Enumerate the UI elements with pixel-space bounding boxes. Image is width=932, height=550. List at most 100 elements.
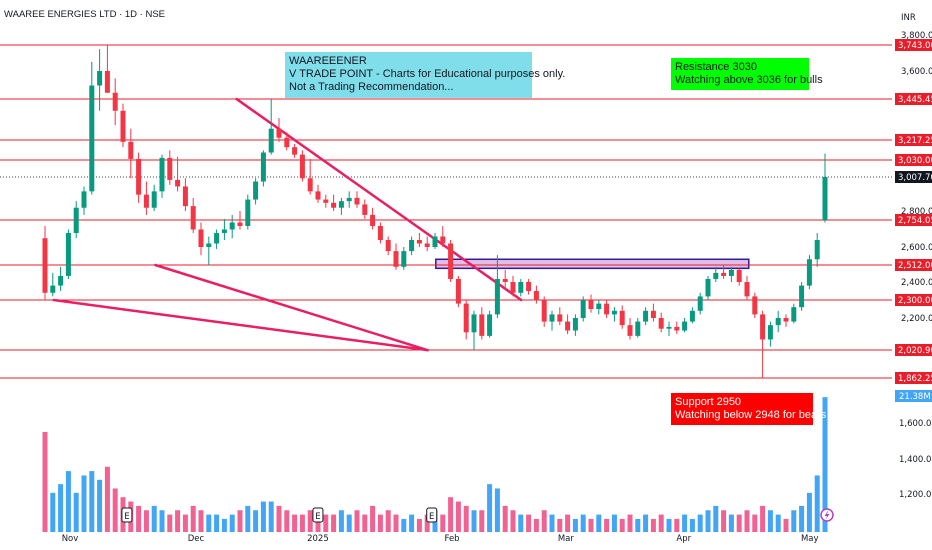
candle[interactable] xyxy=(89,61,95,195)
candle[interactable] xyxy=(541,296,547,327)
candle[interactable] xyxy=(752,292,758,318)
candle[interactable] xyxy=(50,272,56,297)
candle[interactable] xyxy=(689,307,695,324)
candle[interactable] xyxy=(206,236,212,265)
candle[interactable] xyxy=(182,178,188,211)
candle[interactable] xyxy=(245,194,251,230)
candle[interactable] xyxy=(331,194,337,211)
candle[interactable] xyxy=(377,222,383,244)
candle[interactable] xyxy=(73,201,79,239)
candle[interactable] xyxy=(323,194,329,208)
candle[interactable] xyxy=(697,292,703,315)
candle[interactable] xyxy=(814,232,820,267)
candle[interactable] xyxy=(502,269,508,290)
candle[interactable] xyxy=(260,150,266,187)
candle[interactable] xyxy=(346,191,352,208)
resistance-zone[interactable] xyxy=(435,258,750,270)
earnings-marker-1[interactable]: E xyxy=(312,507,324,523)
candle[interactable] xyxy=(416,232,422,247)
candle[interactable] xyxy=(136,152,142,203)
candle[interactable] xyxy=(299,150,305,182)
candle[interactable] xyxy=(362,199,368,219)
candle[interactable] xyxy=(276,117,282,142)
candle[interactable] xyxy=(237,211,243,230)
candle[interactable] xyxy=(112,78,118,126)
candle[interactable] xyxy=(721,265,727,279)
candle[interactable] xyxy=(518,278,524,297)
candle[interactable] xyxy=(526,278,532,295)
candle[interactable] xyxy=(533,285,539,304)
candle[interactable] xyxy=(666,321,672,336)
candle[interactable] xyxy=(611,307,617,322)
candle[interactable] xyxy=(385,236,391,256)
candle[interactable] xyxy=(81,186,87,215)
candle[interactable] xyxy=(604,300,610,318)
candle[interactable] xyxy=(175,156,181,192)
trendline-1[interactable] xyxy=(154,263,429,352)
candle[interactable] xyxy=(253,178,259,205)
candle[interactable] xyxy=(284,132,290,151)
earnings-marker-2[interactable]: E xyxy=(426,507,438,523)
candle[interactable] xyxy=(682,318,688,333)
candle[interactable] xyxy=(627,318,633,340)
candle[interactable] xyxy=(97,49,103,111)
candle[interactable] xyxy=(494,255,500,318)
candle[interactable] xyxy=(674,321,680,335)
candle[interactable] xyxy=(806,255,812,290)
candle[interactable] xyxy=(315,184,321,203)
candle[interactable] xyxy=(393,243,399,270)
candle[interactable] xyxy=(650,303,656,322)
candle[interactable] xyxy=(432,232,438,250)
trendline-2[interactable] xyxy=(235,97,523,302)
candle[interactable] xyxy=(104,45,110,93)
candle[interactable] xyxy=(151,184,157,211)
candle[interactable] xyxy=(159,154,165,198)
candle[interactable] xyxy=(463,300,469,340)
candle[interactable] xyxy=(705,275,711,300)
candle[interactable] xyxy=(767,321,773,347)
candle[interactable] xyxy=(588,294,594,313)
candle[interactable] xyxy=(471,310,477,351)
candle[interactable] xyxy=(143,181,149,215)
candle[interactable] xyxy=(120,103,126,148)
candle[interactable] xyxy=(409,236,415,256)
candle[interactable] xyxy=(479,307,485,340)
candle[interactable] xyxy=(424,236,430,252)
candle[interactable] xyxy=(658,312,664,333)
candle[interactable] xyxy=(190,197,196,233)
candle[interactable] xyxy=(307,158,313,195)
candle[interactable] xyxy=(370,207,376,230)
candle[interactable] xyxy=(596,300,602,315)
candle[interactable] xyxy=(760,310,766,379)
candle[interactable] xyxy=(128,128,134,179)
candle[interactable] xyxy=(510,275,516,297)
candle[interactable] xyxy=(198,222,204,256)
candle[interactable] xyxy=(268,99,274,155)
candle[interactable] xyxy=(42,225,48,300)
candle[interactable] xyxy=(354,191,360,208)
candle[interactable] xyxy=(635,318,641,338)
candle[interactable] xyxy=(338,197,344,215)
candle[interactable] xyxy=(221,218,227,240)
candle[interactable] xyxy=(565,314,571,335)
candle[interactable] xyxy=(799,282,805,311)
candle[interactable] xyxy=(783,314,789,327)
candle[interactable] xyxy=(822,153,828,223)
candle[interactable] xyxy=(580,296,586,322)
candle[interactable] xyxy=(292,143,298,158)
earnings-marker-0[interactable]: E xyxy=(121,507,133,523)
candle[interactable] xyxy=(713,266,719,282)
candle[interactable] xyxy=(736,268,742,286)
candle[interactable] xyxy=(744,275,750,300)
candle[interactable] xyxy=(557,307,563,326)
candle[interactable] xyxy=(728,266,734,282)
candle[interactable] xyxy=(455,275,461,308)
trendline-0[interactable] xyxy=(52,298,429,352)
candle[interactable] xyxy=(487,310,493,338)
candle[interactable] xyxy=(572,314,578,336)
candle[interactable] xyxy=(214,229,220,250)
